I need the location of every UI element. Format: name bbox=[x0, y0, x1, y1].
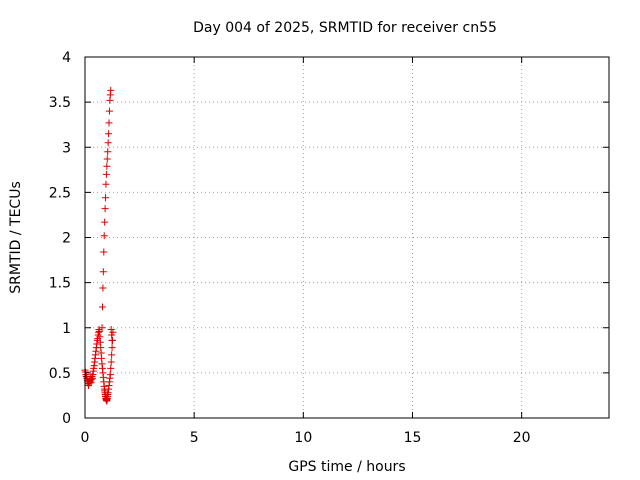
x-tick-label: 15 bbox=[404, 430, 422, 446]
data-points bbox=[81, 86, 117, 405]
data-point bbox=[108, 344, 116, 352]
data-point bbox=[105, 107, 113, 115]
x-tick-label: 10 bbox=[294, 430, 312, 446]
chart-title: Day 004 of 2025, SRMTID for receiver cn5… bbox=[193, 20, 497, 36]
data-point bbox=[105, 119, 113, 127]
data-point bbox=[107, 364, 115, 372]
data-point bbox=[101, 205, 109, 213]
data-point bbox=[104, 139, 112, 147]
data-point bbox=[98, 303, 106, 311]
data-point bbox=[100, 232, 108, 240]
data-point bbox=[106, 371, 114, 379]
x-tick-label: 20 bbox=[513, 430, 531, 446]
x-axis-label: GPS time / hours bbox=[288, 459, 405, 475]
data-point bbox=[104, 148, 112, 156]
data-point bbox=[104, 391, 112, 399]
y-tick-label: 3 bbox=[62, 140, 71, 156]
data-point bbox=[98, 324, 106, 332]
plot-frame bbox=[84, 56, 610, 419]
data-point bbox=[103, 155, 111, 163]
data-point bbox=[99, 284, 107, 292]
x-tick-label: 0 bbox=[81, 430, 90, 446]
data-point bbox=[102, 170, 110, 178]
y-tick-label: 0 bbox=[62, 411, 71, 427]
y-tick-label: 3.5 bbox=[49, 95, 71, 111]
data-point bbox=[107, 358, 115, 366]
data-point bbox=[105, 130, 113, 138]
data-point bbox=[108, 351, 116, 359]
y-axis-label: SRMTID / TECUs bbox=[8, 181, 24, 294]
data-point bbox=[100, 248, 108, 256]
y-tick-label: 1 bbox=[62, 321, 71, 337]
data-point bbox=[108, 336, 116, 344]
axis-ticks: 0 5 10 15 20 0 0.5 1 1.5 2 2.5 3 3.5 4 bbox=[49, 50, 609, 446]
y-tick-label: 0.5 bbox=[49, 366, 71, 382]
y-tick-label: 2 bbox=[62, 231, 71, 247]
data-point bbox=[102, 194, 110, 202]
data-point bbox=[102, 180, 110, 188]
data-point bbox=[103, 162, 111, 170]
y-tick-label: 2.5 bbox=[49, 185, 71, 201]
y-tick-label: 1.5 bbox=[49, 276, 71, 292]
data-point bbox=[99, 268, 107, 276]
data-point bbox=[107, 86, 115, 94]
data-point bbox=[101, 218, 109, 226]
x-tick-label: 5 bbox=[190, 430, 199, 446]
grid bbox=[85, 57, 609, 418]
y-tick-label: 4 bbox=[62, 50, 71, 66]
